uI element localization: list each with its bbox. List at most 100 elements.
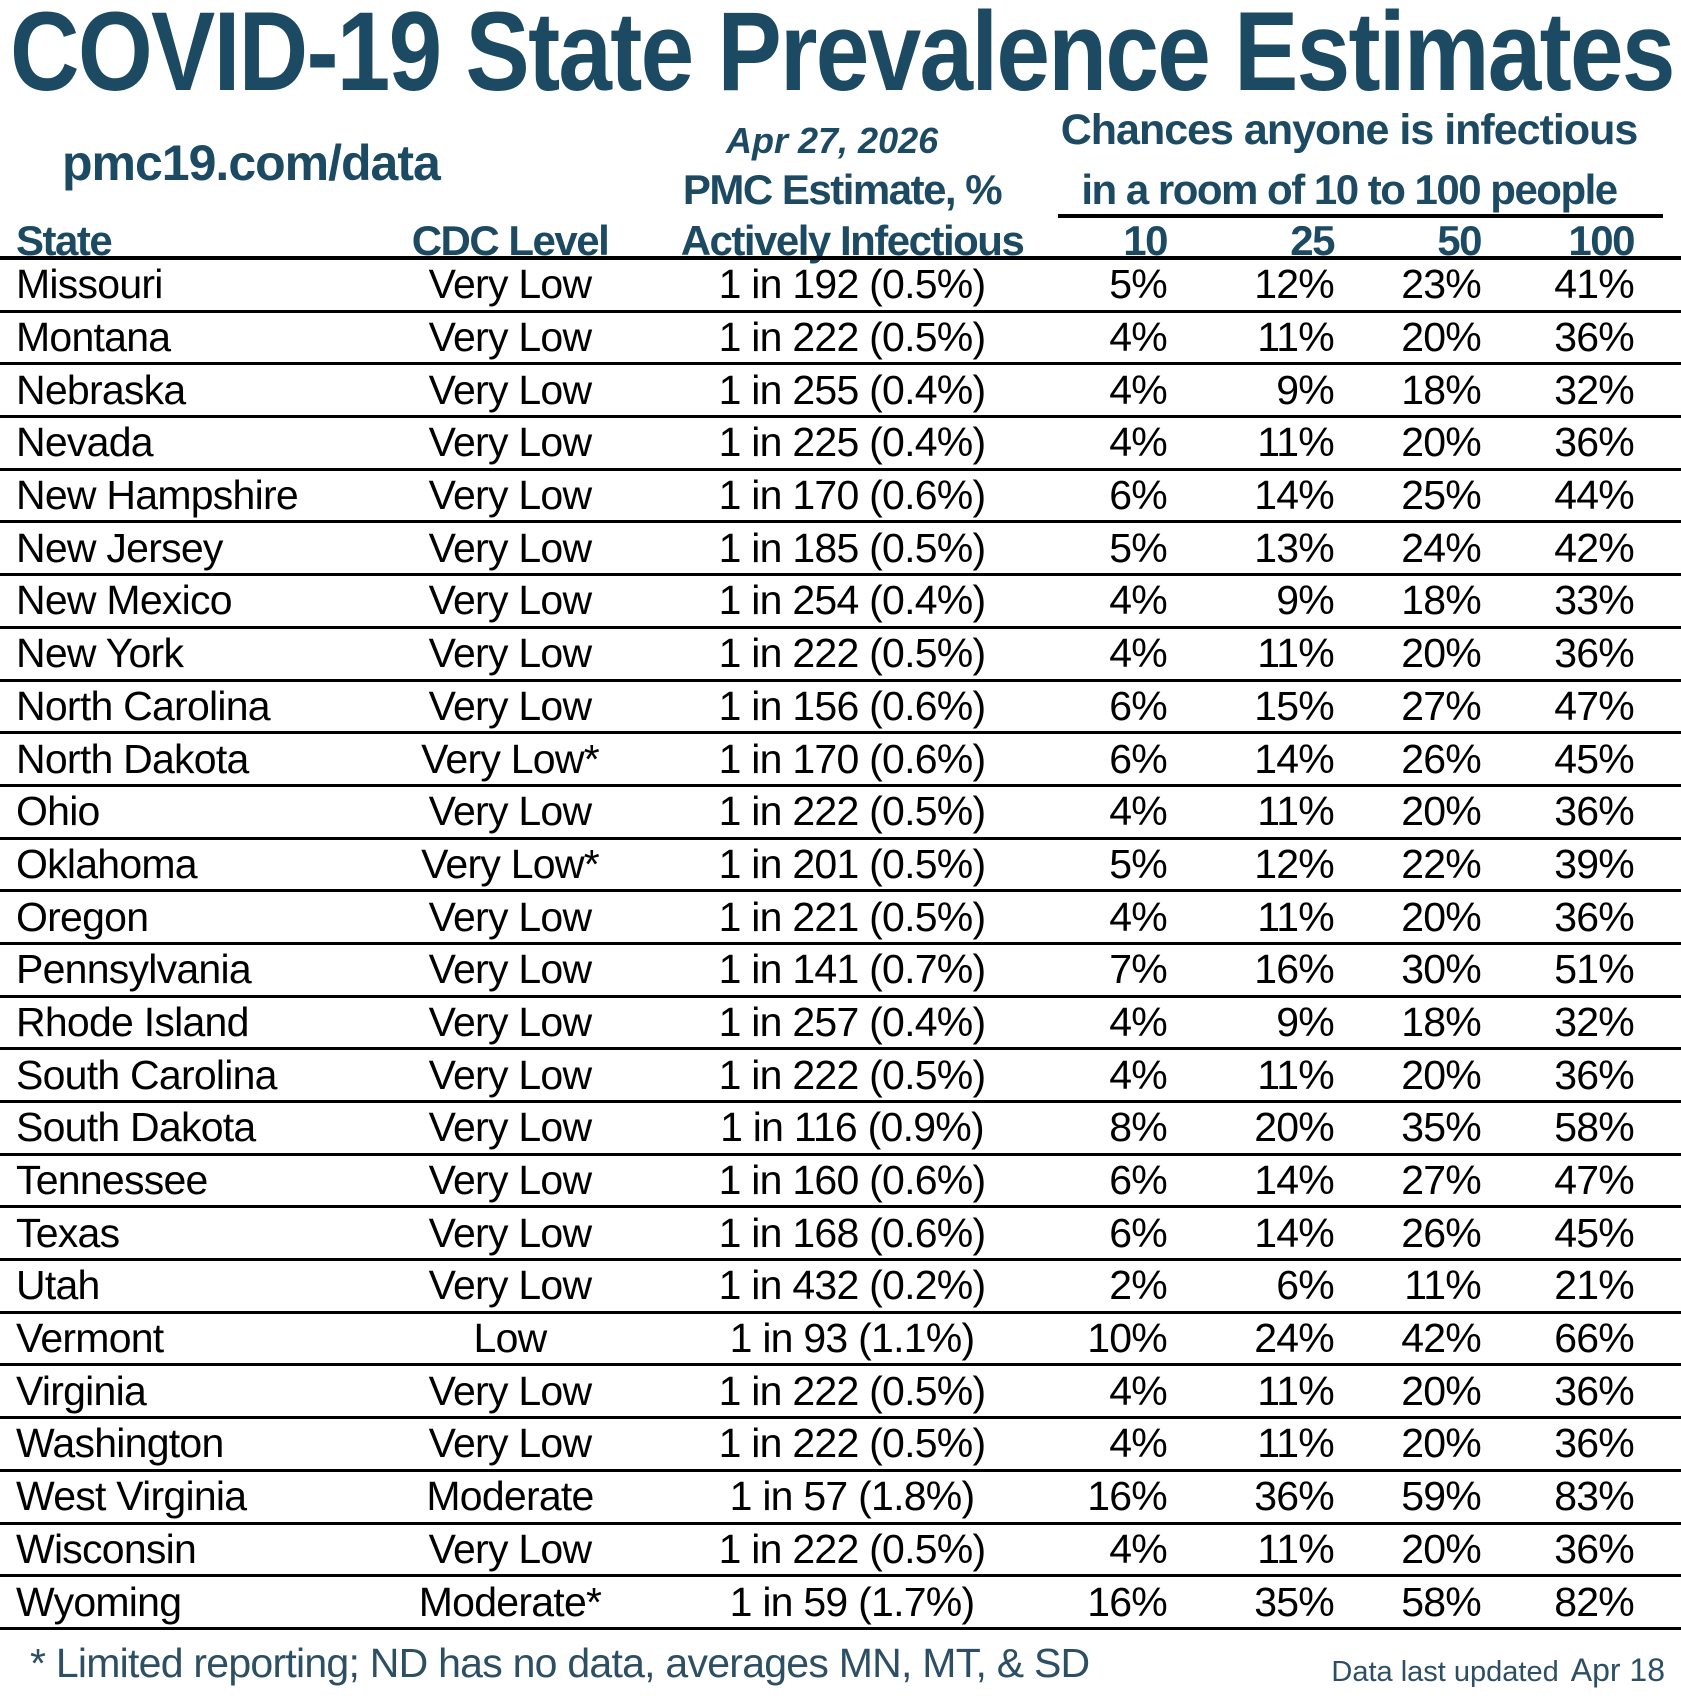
- table-row: South Carolina Very Low 1 in 222 (0.5%) …: [0, 1050, 1681, 1103]
- limited-reporting-note: * Limited reporting; ND has no data, ave…: [30, 1640, 1090, 1686]
- table-row: Virginia Very Low 1 in 222 (0.5%) 4% 11%…: [0, 1366, 1681, 1420]
- cell-chance-25: 11%: [1257, 893, 1335, 940]
- cell-chance-100: 36%: [1554, 893, 1635, 940]
- cell-chance-100: 44%: [1554, 472, 1635, 519]
- cell-chance-10: 10%: [1087, 1315, 1168, 1362]
- cell-pmc-estimate: 1 in 57 (1.8%): [729, 1473, 976, 1520]
- cell-pmc-estimate: 1 in 222 (0.5%): [718, 1051, 987, 1098]
- cell-chance-10: 16%: [1087, 1473, 1168, 1520]
- cell-chance-25: 11%: [1257, 1420, 1335, 1467]
- cell-chance-10: 7%: [1109, 946, 1168, 993]
- cell-chance-50: 27%: [1401, 1157, 1482, 1204]
- cell-cdc-level: Very Low*: [421, 735, 600, 782]
- cell-chance-25: 16%: [1254, 946, 1335, 993]
- cell-chance-100: 36%: [1554, 1525, 1635, 1572]
- cell-pmc-estimate: 1 in 192 (0.5%): [718, 261, 987, 308]
- cell-chance-100: 33%: [1554, 577, 1635, 624]
- cell-chance-50: 20%: [1401, 1525, 1482, 1572]
- cell-chance-10: 8%: [1109, 1104, 1168, 1151]
- cell-chance-50: 18%: [1401, 366, 1482, 413]
- cell-chance-100: 45%: [1554, 735, 1635, 782]
- cell-cdc-level: Very Low: [428, 366, 592, 413]
- cell-chance-100: 42%: [1554, 524, 1635, 571]
- cell-chance-25: 11%: [1257, 788, 1335, 835]
- cell-state: Montana: [16, 314, 171, 361]
- cell-cdc-level: Very Low: [428, 893, 592, 940]
- cell-chance-50: 59%: [1401, 1473, 1482, 1520]
- cell-chance-50: 11%: [1404, 1262, 1482, 1309]
- cell-chance-25: 36%: [1254, 1473, 1335, 1520]
- cell-chance-10: 4%: [1109, 788, 1168, 835]
- cell-chance-10: 6%: [1109, 682, 1168, 729]
- cell-chance-100: 51%: [1554, 946, 1635, 993]
- cell-pmc-estimate: 1 in 222 (0.5%): [718, 1367, 987, 1414]
- cell-chance-10: 5%: [1109, 840, 1168, 887]
- cell-state: Pennsylvania: [16, 946, 252, 993]
- cell-state: New Jersey: [16, 524, 223, 571]
- cell-chance-100: 36%: [1554, 1051, 1635, 1098]
- table-row: Texas Very Low 1 in 168 (0.6%) 6% 14% 26…: [0, 1208, 1681, 1262]
- cell-cdc-level: Very Low: [428, 1420, 592, 1467]
- cell-cdc-level: Very Low: [428, 946, 592, 993]
- cell-chance-25: 13%: [1254, 524, 1335, 571]
- cell-chance-10: 6%: [1109, 1209, 1168, 1256]
- cell-state: South Dakota: [16, 1104, 256, 1151]
- cell-state: New Hampshire: [16, 472, 299, 519]
- cell-chance-10: 4%: [1109, 1051, 1168, 1098]
- table-row: Oklahoma Very Low* 1 in 201 (0.5%) 5% 12…: [0, 840, 1681, 893]
- page-title: COVID-19 State Prevalence Estimates: [10, 0, 1675, 114]
- cell-chance-10: 5%: [1109, 261, 1168, 308]
- cell-cdc-level: Very Low*: [421, 840, 600, 887]
- cell-cdc-level: Very Low: [428, 419, 592, 466]
- cell-chance-50: 27%: [1401, 682, 1482, 729]
- cell-chance-25: 9%: [1276, 998, 1335, 1045]
- cell-cdc-level: Very Low: [428, 1104, 592, 1151]
- cell-cdc-level: Very Low: [428, 630, 592, 677]
- group-header-underline: [1058, 214, 1663, 218]
- cell-chance-10: 4%: [1109, 419, 1168, 466]
- cell-chance-10: 6%: [1109, 472, 1168, 519]
- cell-chance-25: 11%: [1257, 419, 1335, 466]
- cell-chance-10: 4%: [1109, 893, 1168, 940]
- cell-pmc-estimate: 1 in 432 (0.2%): [718, 1262, 987, 1309]
- cell-cdc-level: Very Low: [428, 314, 592, 361]
- cell-state: Utah: [16, 1262, 100, 1309]
- cell-cdc-level: Very Low: [428, 1367, 592, 1414]
- cell-chance-25: 14%: [1254, 735, 1335, 782]
- cell-chance-100: 36%: [1554, 788, 1635, 835]
- cell-pmc-estimate: 1 in 257 (0.4%): [718, 998, 987, 1045]
- cell-cdc-level: Very Low: [428, 577, 592, 624]
- cell-chance-10: 4%: [1109, 366, 1168, 413]
- cell-chance-100: 82%: [1554, 1578, 1635, 1625]
- last-updated-date: Apr 18: [1570, 1652, 1665, 1688]
- table-row: Rhode Island Very Low 1 in 257 (0.4%) 4%…: [0, 998, 1681, 1051]
- site-url: pmc19.com/data: [62, 135, 441, 191]
- cell-chance-10: 6%: [1109, 735, 1168, 782]
- cell-chance-100: 36%: [1554, 1420, 1635, 1467]
- cell-chance-10: 4%: [1109, 630, 1168, 677]
- cell-chance-50: 20%: [1401, 893, 1482, 940]
- cell-chance-25: 14%: [1254, 1157, 1335, 1204]
- cell-state: Oklahoma: [16, 840, 198, 887]
- cell-chance-100: 58%: [1554, 1104, 1635, 1151]
- cell-chance-25: 9%: [1276, 366, 1335, 413]
- cell-cdc-level: Moderate: [426, 1473, 594, 1520]
- table-row: Oregon Very Low 1 in 221 (0.5%) 4% 11% 2…: [0, 892, 1681, 945]
- cell-cdc-level: Very Low: [428, 788, 592, 835]
- cell-pmc-estimate: 1 in 116 (0.9%): [720, 1104, 985, 1151]
- cell-chance-10: 4%: [1109, 314, 1168, 361]
- table-row: New Mexico Very Low 1 in 254 (0.4%) 4% 9…: [0, 576, 1681, 629]
- cell-chance-10: 16%: [1087, 1578, 1168, 1625]
- cell-chance-50: 20%: [1401, 1051, 1482, 1098]
- cell-pmc-estimate: 1 in 59 (1.7%): [729, 1578, 976, 1625]
- cell-chance-100: 36%: [1554, 419, 1635, 466]
- cell-pmc-estimate: 1 in 170 (0.6%): [718, 472, 987, 519]
- cell-chance-50: 20%: [1401, 788, 1482, 835]
- cell-state: Wyoming: [16, 1578, 182, 1625]
- cell-chance-10: 5%: [1109, 524, 1168, 571]
- last-updated: Data last updated Apr 18: [1331, 1652, 1665, 1689]
- cell-cdc-level: Very Low: [428, 1157, 592, 1204]
- cell-pmc-estimate: 1 in 255 (0.4%): [718, 366, 987, 413]
- cell-state: Tennessee: [16, 1157, 208, 1204]
- cell-pmc-estimate: 1 in 222 (0.5%): [718, 788, 987, 835]
